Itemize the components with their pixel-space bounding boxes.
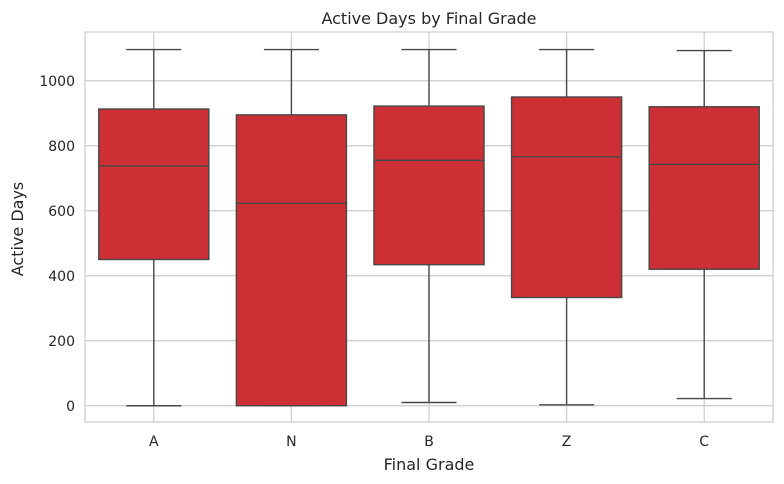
plot-frame xyxy=(84,31,774,423)
boxes-layer xyxy=(98,48,760,407)
iqr-box xyxy=(235,114,348,407)
y-tick-label: 200 xyxy=(48,334,75,350)
y-axis-label: Active Days xyxy=(8,182,27,277)
x-tick-label: A xyxy=(149,434,159,450)
iqr-box xyxy=(510,96,623,299)
iqr-box xyxy=(648,106,760,270)
x-tick-label: C xyxy=(699,434,709,450)
y-tick-label: 0 xyxy=(66,399,75,415)
box-Z xyxy=(510,48,623,406)
y-tick-label: 600 xyxy=(48,204,75,220)
iqr-box xyxy=(98,108,210,261)
box-C xyxy=(648,49,760,400)
box-B xyxy=(373,48,485,404)
y-tick-labels: 0 200 400 600 800 1000 xyxy=(39,74,75,415)
x-tick-label: N xyxy=(286,434,296,450)
x-axis-label: Final Grade xyxy=(384,455,475,474)
iqr-box xyxy=(373,105,485,266)
box-N xyxy=(235,48,348,407)
chart-title: Active Days by Final Grade xyxy=(321,9,536,28)
y-tick-label: 1000 xyxy=(39,74,75,90)
x-tick-label: Z xyxy=(562,434,572,450)
y-tick-label: 800 xyxy=(48,139,75,155)
y-tick-label: 400 xyxy=(48,269,75,285)
x-tick-label: B xyxy=(424,434,434,450)
box-A xyxy=(98,48,210,407)
